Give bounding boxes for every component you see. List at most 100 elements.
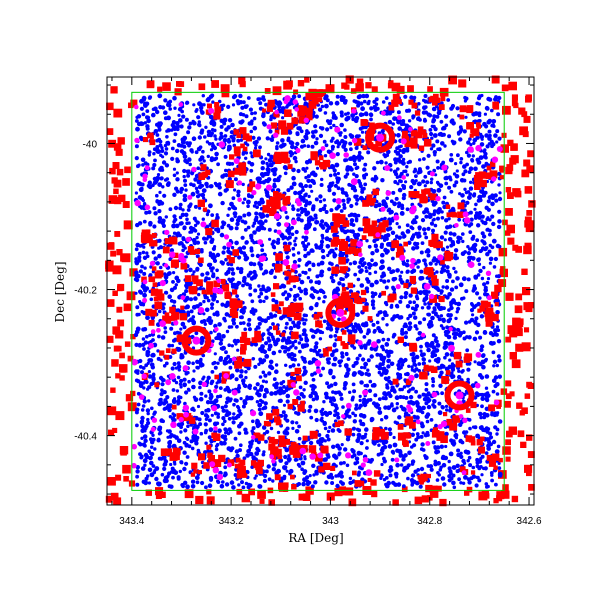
red-square-point	[111, 359, 119, 367]
blue-dot-point	[399, 144, 403, 148]
blue-dot-point	[379, 259, 385, 264]
blue-dot-point	[235, 368, 240, 373]
blue-dot-point	[298, 349, 302, 354]
red-square-point	[116, 249, 123, 256]
blue-dot-point	[172, 214, 177, 219]
blue-dot-point	[304, 263, 309, 267]
blue-dot-point	[236, 193, 241, 198]
blue-dot-point	[160, 388, 164, 393]
blue-dot-point	[393, 180, 398, 184]
red-square-point	[505, 393, 512, 400]
blue-dot-point	[391, 286, 396, 291]
blue-dot-point	[243, 220, 248, 225]
blue-dot-point	[402, 466, 407, 471]
blue-dot-point	[491, 389, 496, 394]
blue-dot-point	[398, 235, 402, 240]
blue-dot-point	[381, 100, 386, 104]
blue-dot-point	[423, 289, 429, 295]
blue-dot-point	[201, 217, 205, 221]
blue-dot-point	[357, 406, 362, 410]
blue-dot-point	[311, 263, 316, 268]
blue-dot-point	[418, 290, 423, 296]
blue-dot-point	[230, 271, 236, 276]
blue-dot-point	[458, 137, 463, 142]
blue-dot-point	[182, 154, 188, 159]
blue-dot-point	[243, 427, 248, 432]
blue-dot-point	[199, 249, 204, 254]
blue-dot-point	[392, 389, 397, 394]
blue-dot-point	[324, 210, 329, 214]
blue-dot-point	[276, 221, 282, 227]
blue-dot-point	[322, 300, 326, 304]
blue-dot-point	[222, 245, 227, 250]
blue-dot-point	[313, 480, 318, 485]
blue-dot-point	[379, 451, 384, 456]
blue-dot-point	[224, 173, 229, 178]
blue-dot-point	[462, 336, 467, 341]
blue-dot-point	[280, 338, 285, 343]
red-square-point	[427, 86, 433, 92]
blue-dot-point	[404, 395, 409, 400]
blue-dot-point	[419, 447, 424, 451]
blue-dot-point	[359, 441, 364, 446]
blue-dot-point	[176, 348, 181, 352]
blue-dot-point	[443, 355, 447, 360]
blue-dot-point	[221, 334, 226, 339]
blue-dot-point	[254, 451, 260, 456]
blue-dot-point	[147, 370, 151, 374]
red-square-point	[268, 499, 275, 506]
blue-dot-point	[354, 406, 359, 411]
blue-dot-point	[376, 326, 381, 331]
red-square-point	[502, 484, 509, 491]
blue-dot-point	[180, 461, 184, 465]
blue-dot-point	[405, 259, 410, 263]
blue-dot-point	[482, 265, 486, 270]
blue-dot-point	[255, 382, 260, 387]
blue-dot-point	[211, 361, 215, 366]
blue-dot-point	[178, 469, 182, 474]
blue-dot-point	[352, 419, 357, 424]
blue-dot-point	[172, 167, 177, 171]
red-square-point	[112, 265, 122, 275]
blue-dot-point	[427, 214, 433, 219]
blue-dot-point	[300, 210, 304, 215]
blue-dot-point	[419, 466, 425, 472]
blue-dot-point	[484, 374, 490, 379]
blue-dot-point	[431, 106, 437, 112]
blue-dot-point	[328, 334, 333, 339]
blue-dot-point	[426, 305, 431, 310]
blue-dot-point	[414, 373, 419, 379]
red-square-point	[525, 94, 532, 101]
blue-dot-point	[369, 282, 375, 288]
blue-dot-point	[147, 150, 152, 155]
red-square-point	[496, 495, 503, 502]
blue-dot-point	[303, 238, 308, 243]
red-square-point	[116, 168, 124, 176]
blue-dot-point	[487, 97, 492, 101]
red-square-point	[127, 355, 134, 362]
blue-dot-point	[492, 364, 496, 368]
blue-dot-point	[306, 144, 311, 148]
blue-dot-point	[256, 389, 260, 393]
blue-dot-point	[375, 402, 379, 406]
blue-dot-point	[191, 384, 196, 390]
red-square-point	[106, 299, 115, 307]
blue-dot-point	[142, 347, 146, 351]
blue-dot-point	[431, 117, 437, 123]
blue-dot-point	[445, 245, 450, 249]
blue-dot-point	[218, 357, 223, 362]
blue-dot-point	[173, 106, 177, 110]
blue-dot-point	[406, 316, 410, 321]
blue-dot-point	[486, 484, 490, 489]
blue-dot-point	[141, 250, 146, 255]
blue-dot-point	[185, 217, 189, 222]
red-square-point	[239, 81, 246, 88]
blue-dot-point	[392, 201, 397, 207]
blue-dot-point	[354, 146, 359, 150]
blue-dot-point	[354, 174, 359, 179]
blue-dot-point	[459, 160, 463, 165]
blue-dot-point	[496, 274, 501, 279]
blue-dot-point	[200, 480, 205, 486]
blue-dot-point	[234, 377, 239, 382]
red-square-point	[429, 489, 439, 498]
